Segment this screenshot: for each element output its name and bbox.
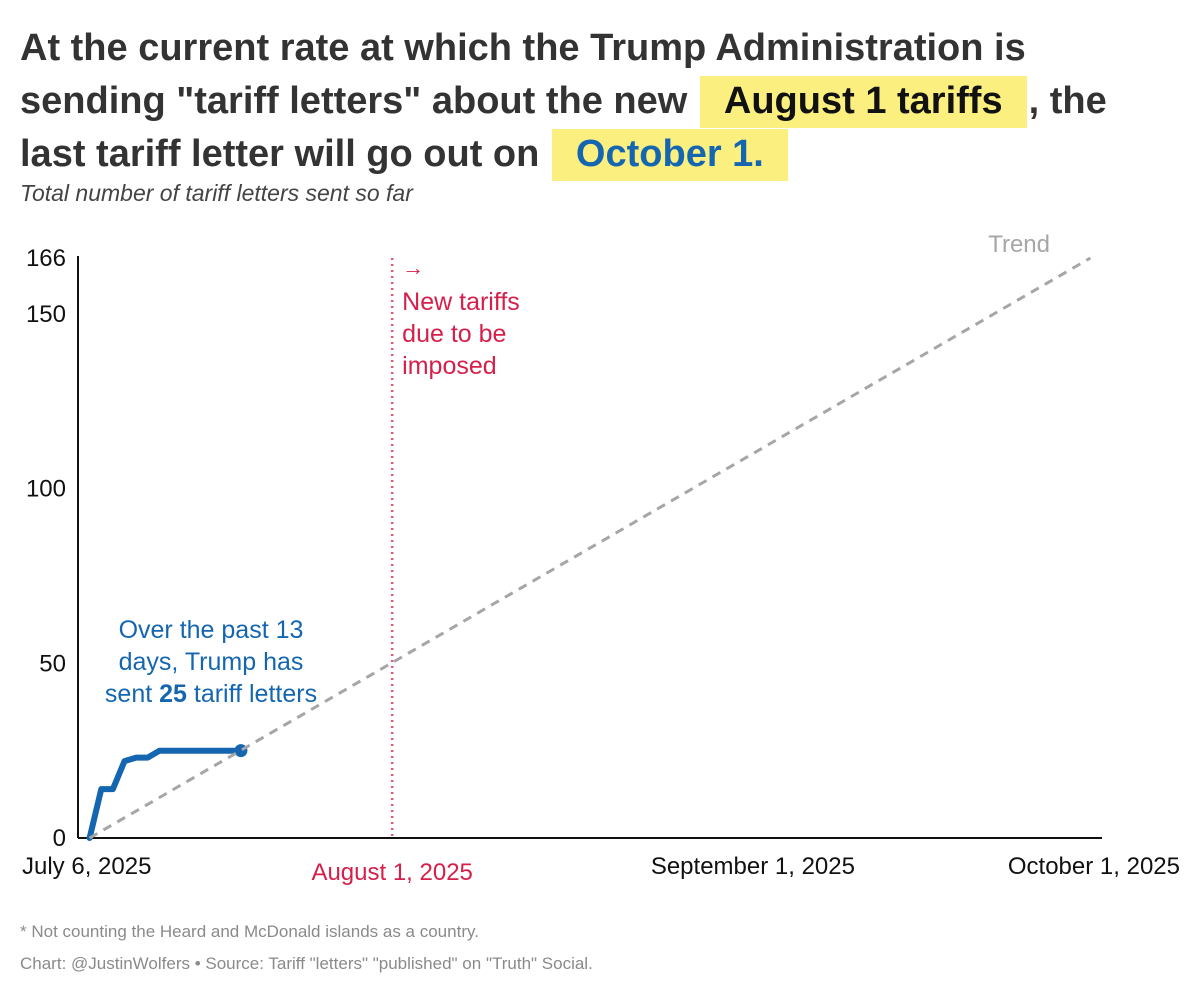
x-tick-label: July 6, 2025 bbox=[22, 853, 151, 880]
annotation-group: Trend Over the past 13 days, Trump has sent… bbox=[105, 231, 1050, 708]
y-tick-label: 166 bbox=[26, 245, 66, 272]
marker-label-line: imposed bbox=[402, 352, 497, 380]
chart-subtitle: Total number of tariff letters sent so f… bbox=[20, 180, 413, 206]
source-credit: Chart: @JustinWolfers • Source: Tariff "… bbox=[20, 954, 593, 973]
footnote: * Not counting the Heard and McDonald is… bbox=[20, 922, 479, 941]
headline-highlight-august: August 1 tariffs bbox=[699, 76, 1027, 128]
y-tick-label: 0 bbox=[53, 825, 66, 852]
y-tick-label: 150 bbox=[26, 301, 66, 328]
annotation-line: Over the past 13 bbox=[119, 616, 304, 644]
annotation-line: sent 25 tariff letters bbox=[105, 680, 317, 708]
trend-label: Trend bbox=[988, 231, 1050, 258]
y-tick-label: 100 bbox=[26, 476, 66, 503]
annotation-text: sent bbox=[105, 680, 159, 708]
annotation-text: tariff letters bbox=[187, 680, 317, 708]
headline-part2: , the last tariff letter will go out on bbox=[20, 80, 1107, 175]
headline-highlight-october: October 1. bbox=[551, 129, 788, 181]
marker-label-line: due to be bbox=[402, 320, 506, 348]
marker-label-line: New tariffs bbox=[402, 288, 520, 316]
annotation-line: days, Trump has bbox=[119, 648, 304, 676]
y-tick-label: 50 bbox=[39, 650, 66, 677]
marker-arrow: → bbox=[402, 255, 424, 280]
x-axis: July 6, 2025 August 1, 2025 September 1, 2… bbox=[22, 837, 1180, 886]
trend-line bbox=[88, 256, 1092, 840]
series-group bbox=[86, 256, 1092, 841]
marker-line-group: → New tariffs due to be imposed bbox=[390, 255, 520, 838]
headline: At the current rate at which the Trump A… bbox=[20, 22, 1180, 181]
x-tick-label: September 1, 2025 bbox=[651, 853, 855, 880]
y-axis: 0 50 100 150 166 bbox=[26, 245, 79, 852]
x-tick-label: October 1, 2025 bbox=[1008, 853, 1180, 880]
annotation-count: 25 bbox=[159, 680, 187, 708]
series-line bbox=[86, 747, 244, 841]
x-tick-label-highlight: August 1, 2025 bbox=[311, 859, 472, 886]
headline-part1: At the current rate at which the Trump A… bbox=[20, 27, 1026, 122]
